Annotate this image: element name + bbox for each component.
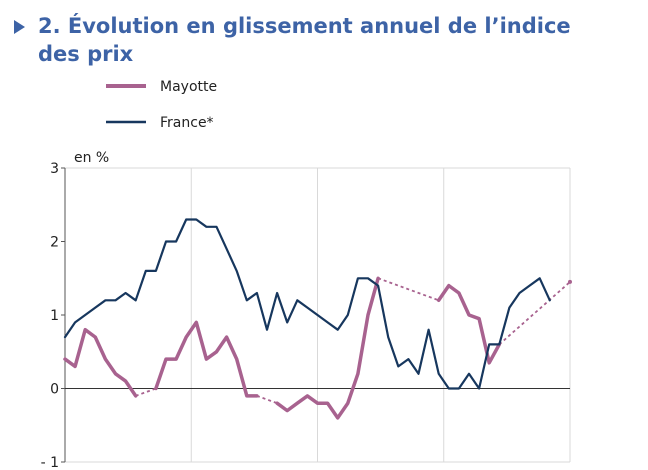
legend-label: Mayotte (160, 79, 217, 95)
y-tick-label: 2 (50, 235, 59, 251)
y-tick-label: 3 (50, 161, 59, 177)
y-tick-label: 0 (50, 382, 59, 398)
series (63, 218, 572, 420)
series-line (275, 276, 380, 420)
y-axis-label: en % (74, 150, 109, 166)
series-line (63, 327, 138, 398)
series-gap-connector (498, 281, 571, 346)
series-line (63, 218, 551, 390)
triangle-bullet-icon (14, 20, 25, 34)
grid (65, 167, 571, 463)
y-tick-label: 1 (50, 308, 59, 324)
y-tick-label: - 1 (41, 455, 59, 470)
series-line (154, 320, 259, 398)
series-point (568, 279, 572, 284)
series-line (436, 283, 502, 365)
series-gap-connector (135, 387, 157, 397)
chart-title: 2. Évolution en glissement annuel de l’i… (38, 14, 571, 66)
legend-label: France* (160, 115, 214, 131)
legend: Mayotte France* (106, 79, 217, 131)
series-gap-connector (256, 395, 278, 405)
axes: 3 2 1 0 - 1 en % (41, 150, 570, 470)
series-gap-connector (377, 277, 440, 302)
